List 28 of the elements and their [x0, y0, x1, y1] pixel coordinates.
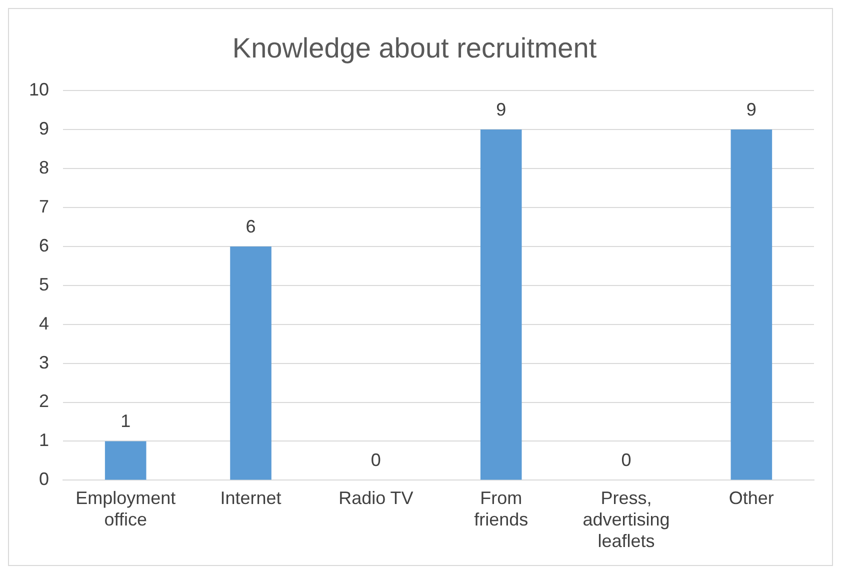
bar [480, 130, 522, 480]
y-tick-label: 0 [39, 469, 50, 490]
y-tick-label: 4 [39, 313, 50, 334]
bar [104, 441, 146, 480]
data-label: 6 [246, 216, 256, 236]
x-tick-label: Employment office [76, 488, 176, 530]
x-tick-label: Internet [220, 488, 282, 508]
y-tick-label: 2 [39, 391, 50, 412]
y-tick-label: 9 [39, 118, 50, 139]
x-tick-label: Press, advertising leaflets [582, 488, 670, 552]
data-label: 0 [621, 450, 632, 470]
x-tick-label: Radio TV [338, 488, 414, 508]
bar [230, 246, 272, 480]
y-tick-label: 3 [39, 352, 50, 372]
data-label: 1 [120, 411, 131, 432]
data-label: 0 [370, 450, 381, 470]
data-label: 9 [496, 100, 506, 120]
y-tick-label: 7 [39, 196, 50, 216]
y-tick-label: 8 [39, 157, 50, 178]
x-tick-label: Other [728, 488, 774, 508]
y-tick-label: 6 [39, 235, 50, 256]
data-label: 9 [746, 100, 756, 120]
y-tick-label: 1 [39, 430, 50, 450]
bar [730, 130, 772, 480]
x-tick-label: From friends [474, 488, 528, 530]
y-tick-label: 10 [28, 80, 50, 100]
chart-title: Knowledge about recruitment [232, 32, 597, 64]
y-tick-label: 5 [39, 274, 50, 294]
